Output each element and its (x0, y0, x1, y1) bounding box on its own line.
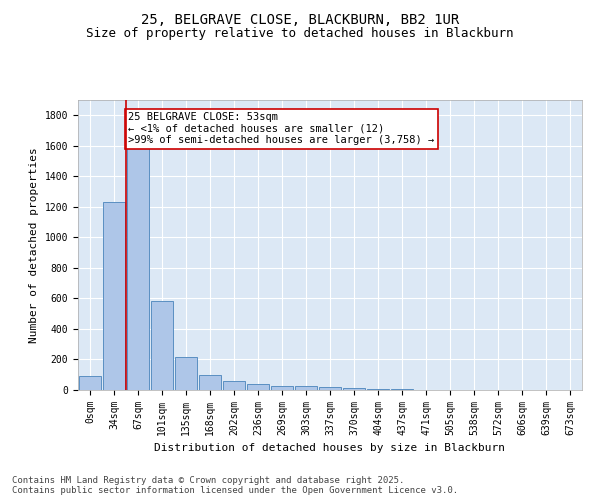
Text: Size of property relative to detached houses in Blackburn: Size of property relative to detached ho… (86, 28, 514, 40)
Bar (391, 389, 413, 390)
Bar (295, 386, 317, 390)
Text: Contains HM Land Registry data © Crown copyright and database right 2025.
Contai: Contains HM Land Registry data © Crown c… (12, 476, 458, 495)
Text: 25 BELGRAVE CLOSE: 53sqm
← <1% of detached houses are smaller (12)
>99% of semi-: 25 BELGRAVE CLOSE: 53sqm ← <1% of detach… (128, 112, 434, 146)
Bar (367, 389, 389, 390)
Text: 25, BELGRAVE CLOSE, BLACKBURN, BB2 1UR: 25, BELGRAVE CLOSE, BLACKBURN, BB2 1UR (141, 12, 459, 26)
Bar (271, 386, 293, 390)
Bar (199, 374, 221, 390)
Bar (79, 376, 101, 390)
Bar (223, 381, 245, 390)
Y-axis label: Number of detached properties: Number of detached properties (29, 147, 39, 343)
Bar (127, 146, 149, 390)
Bar (151, 302, 173, 390)
X-axis label: Distribution of detached houses by size in Blackburn: Distribution of detached houses by size … (155, 444, 505, 454)
Bar (343, 388, 365, 390)
Bar (247, 384, 269, 390)
Bar (319, 387, 341, 390)
Bar (103, 202, 125, 390)
Bar (175, 357, 197, 390)
